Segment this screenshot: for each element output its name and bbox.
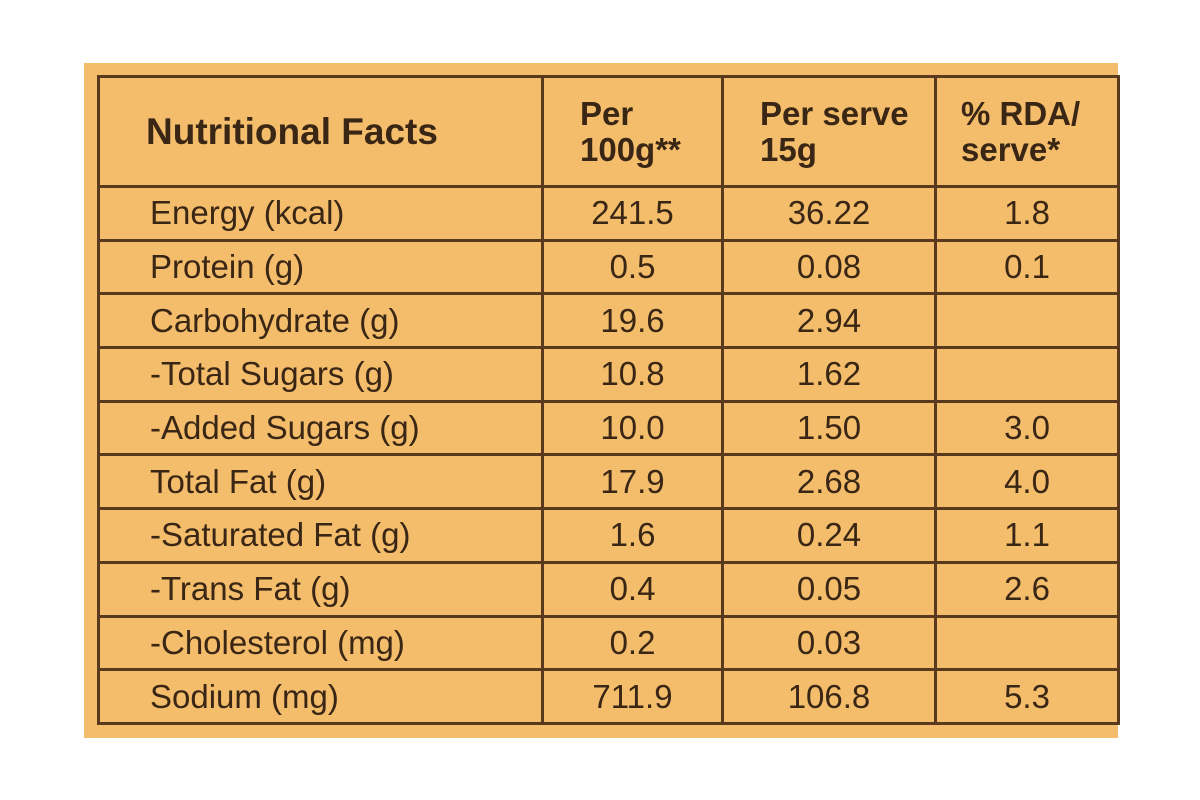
value-per-100g: 17.9	[541, 453, 724, 511]
value-per-100g: 1.6	[541, 507, 724, 564]
value-rda	[934, 292, 1120, 350]
value-rda	[934, 614, 1120, 672]
value-per-100g: 0.4	[541, 560, 724, 618]
value-rda: 3.0	[934, 399, 1120, 457]
value-per-100g: 10.8	[541, 346, 724, 403]
nutrient-name: -Total Sugars (g)	[97, 346, 544, 403]
value-per-serve: 1.62	[721, 346, 937, 403]
value-rda: 4.0	[934, 453, 1120, 511]
value-per-100g: 241.5	[541, 185, 724, 242]
value-rda: 0.1	[934, 238, 1120, 296]
nutrient-name: Protein (g)	[97, 238, 544, 296]
table-row: Sodium (mg) 711.9 106.8 5.3	[97, 668, 1120, 725]
table-row: Protein (g) 0.5 0.08 0.1	[97, 238, 1120, 296]
nutrient-name: -Cholesterol (mg)	[97, 614, 544, 672]
nutrient-name: Carbohydrate (g)	[97, 292, 544, 350]
table-row: -Added Sugars (g) 10.0 1.50 3.0	[97, 399, 1120, 457]
value-per-serve: 2.68	[721, 453, 937, 511]
value-per-100g: 10.0	[541, 399, 724, 457]
value-per-100g: 711.9	[541, 668, 724, 725]
column-header-rda: % RDA/ serve*	[934, 75, 1120, 188]
value-per-serve: 0.08	[721, 238, 937, 296]
column-header-per-100g: Per 100g**	[541, 75, 724, 188]
table-row: Total Fat (g) 17.9 2.68 4.0	[97, 453, 1120, 511]
value-per-100g: 0.2	[541, 614, 724, 672]
table-row: -Trans Fat (g) 0.4 0.05 2.6	[97, 560, 1120, 618]
value-per-serve: 0.24	[721, 507, 937, 564]
nutrient-name: Energy (kcal)	[97, 185, 544, 242]
table-row: -Saturated Fat (g) 1.6 0.24 1.1	[97, 507, 1120, 564]
value-rda	[934, 346, 1120, 403]
value-rda: 5.3	[934, 668, 1120, 725]
value-per-serve: 1.50	[721, 399, 937, 457]
nutrient-name: -Saturated Fat (g)	[97, 507, 544, 564]
nutrient-name: -Added Sugars (g)	[97, 399, 544, 457]
nutrient-name: Total Fat (g)	[97, 453, 544, 511]
value-per-serve: 36.22	[721, 185, 937, 242]
value-rda: 2.6	[934, 560, 1120, 618]
table-title: Nutritional Facts	[97, 75, 544, 188]
table-row: -Total Sugars (g) 10.8 1.62	[97, 346, 1120, 403]
value-per-serve: 0.03	[721, 614, 937, 672]
value-per-100g: 19.6	[541, 292, 724, 350]
table-row: Energy (kcal) 241.5 36.22 1.8	[97, 185, 1120, 242]
table-row: -Cholesterol (mg) 0.2 0.03	[97, 614, 1120, 672]
nutrient-name: -Trans Fat (g)	[97, 560, 544, 618]
value-per-serve: 0.05	[721, 560, 937, 618]
table-header-row: Nutritional Facts Per 100g** Per serve 1…	[97, 75, 1120, 188]
value-rda: 1.8	[934, 185, 1120, 242]
value-per-serve: 106.8	[721, 668, 937, 725]
nutrition-facts-table: Nutritional Facts Per 100g** Per serve 1…	[97, 75, 1120, 725]
value-rda: 1.1	[934, 507, 1120, 564]
value-per-serve: 2.94	[721, 292, 937, 350]
table-row: Carbohydrate (g) 19.6 2.94	[97, 292, 1120, 350]
column-header-per-serve: Per serve 15g	[721, 75, 937, 188]
value-per-100g: 0.5	[541, 238, 724, 296]
nutrient-name: Sodium (mg)	[97, 668, 544, 725]
